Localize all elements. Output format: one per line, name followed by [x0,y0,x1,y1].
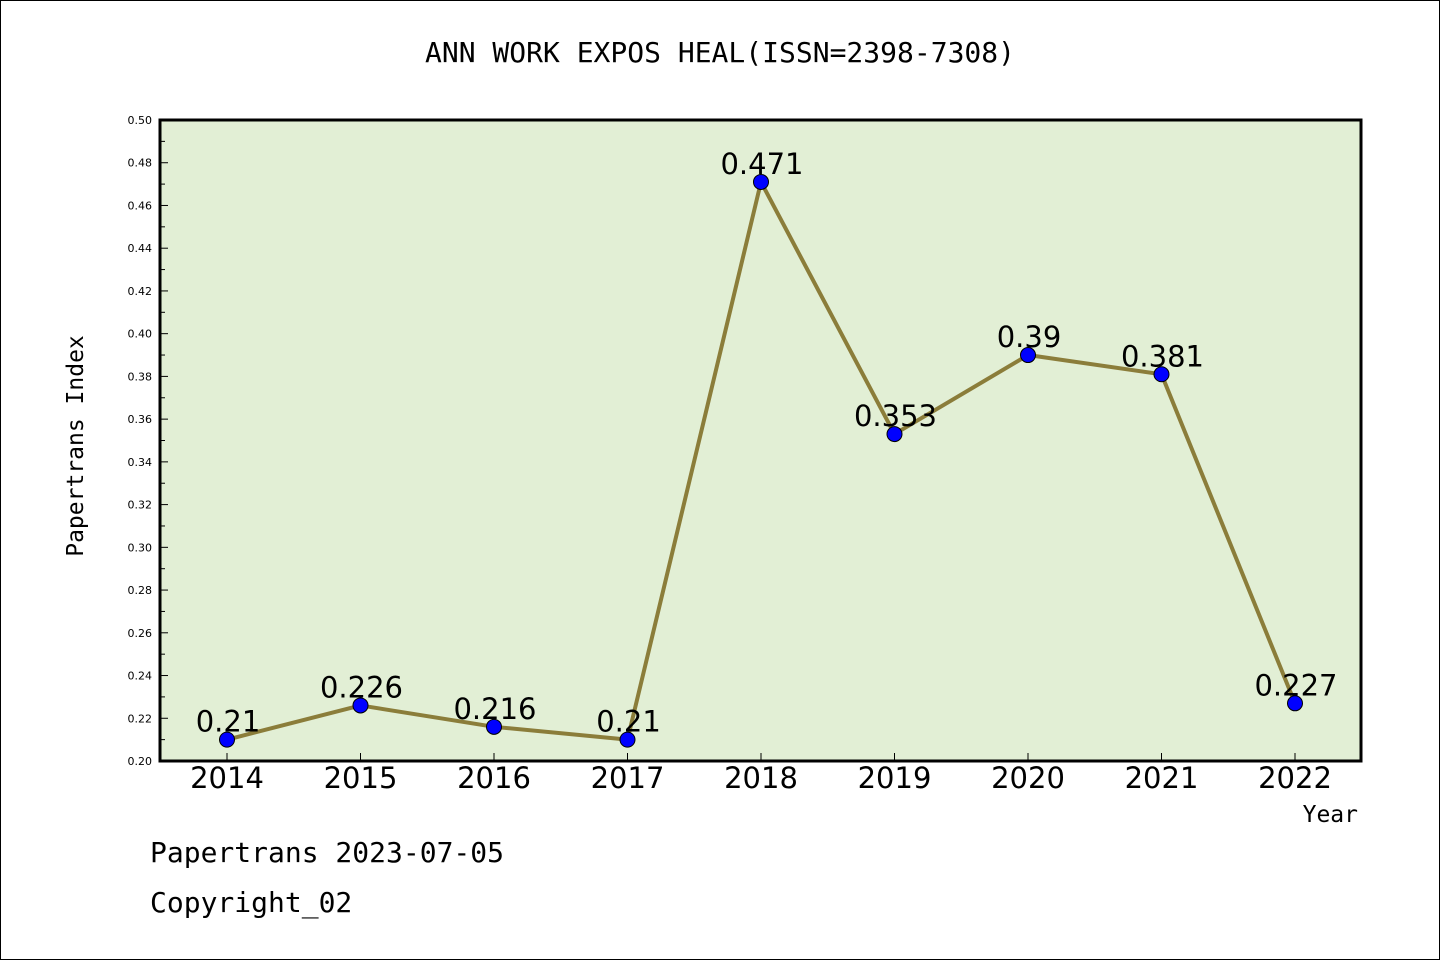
data-label: 0.226 [320,670,403,704]
data-label: 0.216 [453,692,536,726]
x-tick-label: 2018 [724,761,798,795]
x-tick-label: 2021 [1125,761,1199,795]
footer-date: Papertrans 2023-07-05 [150,836,505,869]
data-label: 0.381 [1121,339,1204,373]
data-point [1020,347,1036,364]
y-tick-label: 0.22 [128,712,153,725]
data-point [886,426,903,443]
y-tick-label: 0.36 [128,413,153,426]
y-tick-label: 0.48 [128,157,153,170]
data-label: 0.21 [196,705,261,739]
y-tick-label: 0.42 [128,285,153,298]
y-tick-label: 0.38 [128,370,153,383]
y-tick-label: 0.20 [128,755,153,768]
x-tick-label: 2015 [324,761,398,795]
data-label: 0.227 [1254,668,1337,702]
data-point [753,173,769,190]
data-label: 0.353 [854,399,937,433]
y-tick-label: 0.30 [128,541,153,554]
data-point [1287,695,1303,712]
x-tick-label: 2022 [1258,761,1332,795]
y-tick-label: 0.24 [128,670,153,683]
y-tick-label: 0.34 [128,456,153,469]
footer-copyright: Copyright_02 [150,886,353,919]
x-axis-label: Year [1302,802,1358,828]
x-tick-label: 2020 [991,761,1065,795]
plot-background [160,120,1361,761]
data-label: 0.21 [596,705,661,739]
y-tick-label: 0.44 [128,242,153,255]
x-tick-label: 2019 [858,761,932,795]
data-label: 0.39 [997,320,1062,354]
y-tick-label: 0.46 [128,199,153,212]
data-label: 0.471 [720,147,803,181]
x-tick-label: 2014 [190,761,264,795]
y-tick-label: 0.40 [128,328,153,341]
y-tick-label: 0.50 [128,114,153,127]
data-point [219,731,235,748]
data-point [1153,366,1170,383]
y-tick-label: 0.26 [128,627,153,640]
y-tick-label: 0.28 [128,584,153,597]
plot-border [158,118,1363,763]
chart-title: ANN WORK EXPOS HEAL(ISSN=2398-7308) [424,36,1015,69]
data-point [486,718,502,735]
data-point [352,697,369,714]
x-tick-label: 2016 [457,761,531,795]
data-point [619,731,636,748]
y-tick-label: 0.32 [128,499,153,512]
x-tick-label: 2017 [591,761,665,795]
